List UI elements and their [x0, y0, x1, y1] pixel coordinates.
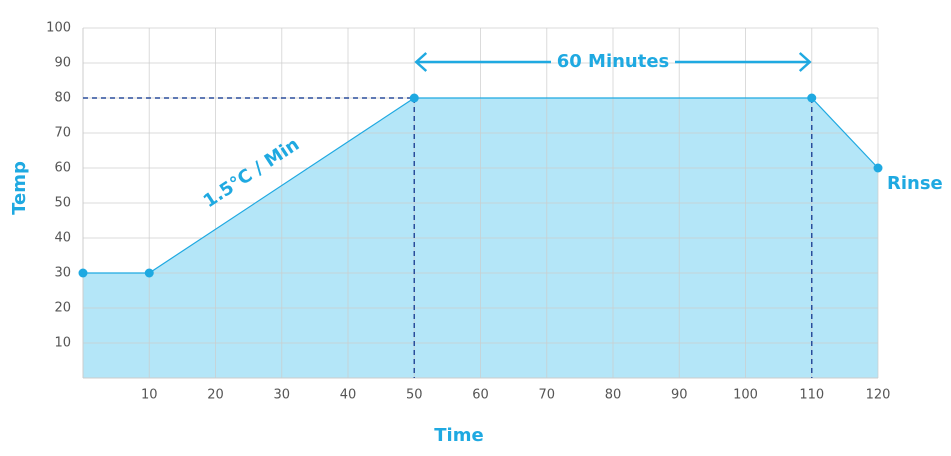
x-tick-label: 10 [141, 388, 158, 403]
arrow-head [414, 52, 428, 72]
x-tick-label: 100 [733, 388, 758, 403]
point [144, 268, 154, 278]
x-tick-label: 110 [799, 388, 824, 403]
y-tick-label: 30 [54, 266, 71, 281]
annotation: 60 Minutes [557, 51, 670, 72]
x-axis-label: Time [434, 425, 483, 446]
y-tick-label: 70 [54, 126, 71, 141]
y-tick-label: 50 [54, 196, 71, 211]
x-tick-label: 40 [340, 388, 357, 403]
y-axis-label: Temp [9, 161, 30, 215]
annotation: Rinse [887, 173, 943, 194]
y-tick-label: 100 [46, 21, 71, 36]
x-tick-label: 70 [538, 388, 555, 403]
point [873, 163, 883, 173]
point [409, 93, 419, 103]
x-tick-label: 80 [605, 388, 622, 403]
point [807, 93, 817, 103]
y-tick-label: 10 [54, 336, 71, 351]
x-tick-label: 60 [472, 388, 489, 403]
y-tick-label: 90 [54, 56, 71, 71]
x-tick-label: 20 [207, 388, 224, 403]
y-tick-label: 60 [54, 161, 71, 176]
x-tick-label: 90 [671, 388, 688, 403]
y-tick-label: 80 [54, 91, 71, 106]
point [78, 268, 88, 278]
y-tick-label: 20 [54, 301, 71, 316]
x-tick-label: 120 [866, 388, 891, 403]
x-tick-label: 50 [406, 388, 423, 403]
arrow-head [798, 52, 812, 72]
y-tick-label: 40 [54, 231, 71, 246]
x-tick-label: 30 [273, 388, 290, 403]
